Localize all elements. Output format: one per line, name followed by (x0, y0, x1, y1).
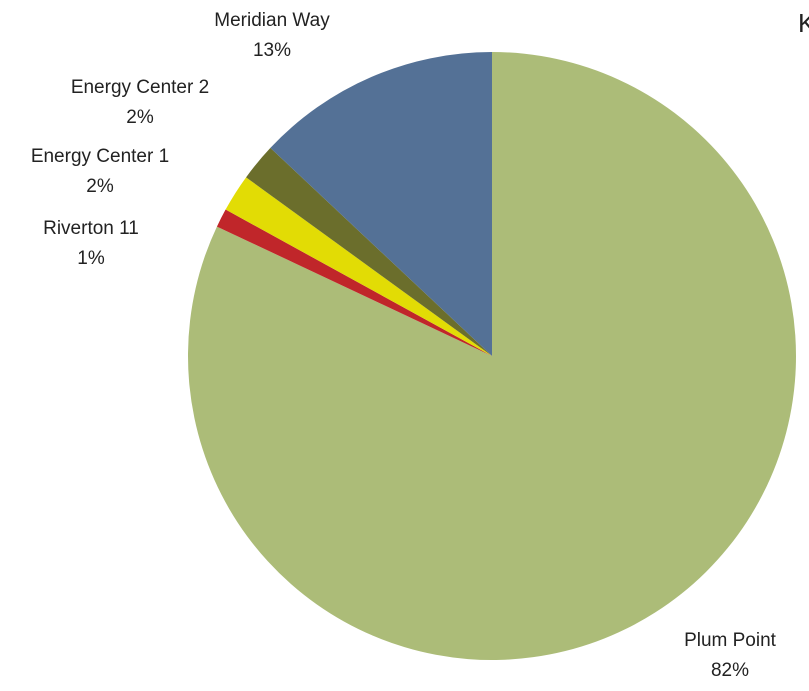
pie-slice-meridian-way (270, 52, 492, 356)
slice-label-meridian-way: Meridian Way (214, 10, 330, 31)
slice-value-riverton-11: 1% (77, 248, 105, 269)
pie-slice-energy-center-2 (246, 147, 492, 356)
slice-value-meridian-way: 13% (253, 40, 291, 61)
slice-label-plum-point: Plum Point (684, 630, 777, 651)
slice-value-energy-center-2: 2% (126, 107, 154, 128)
pie-slice-plum-point (187, 52, 796, 661)
slice-label-energy-center-2: Energy Center 2 (71, 77, 209, 98)
chart-title: K (798, 8, 809, 38)
slice-label-energy-center-1: Energy Center 1 (31, 146, 169, 167)
slice-value-energy-center-1: 2% (86, 176, 114, 197)
slice-label-riverton-11: Riverton 11 (43, 218, 139, 239)
pie-slice-energy-center-1 (225, 177, 492, 356)
pie-slice-riverton-11 (216, 209, 493, 356)
slice-value-plum-point: 82% (711, 660, 749, 681)
